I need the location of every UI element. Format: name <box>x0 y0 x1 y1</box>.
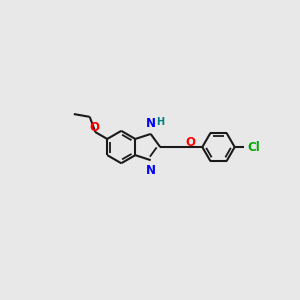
Text: H: H <box>156 118 164 128</box>
Text: Cl: Cl <box>248 141 260 154</box>
Text: O: O <box>185 136 195 149</box>
Text: O: O <box>90 122 100 134</box>
Text: N: N <box>146 164 156 177</box>
Text: N: N <box>146 117 156 130</box>
